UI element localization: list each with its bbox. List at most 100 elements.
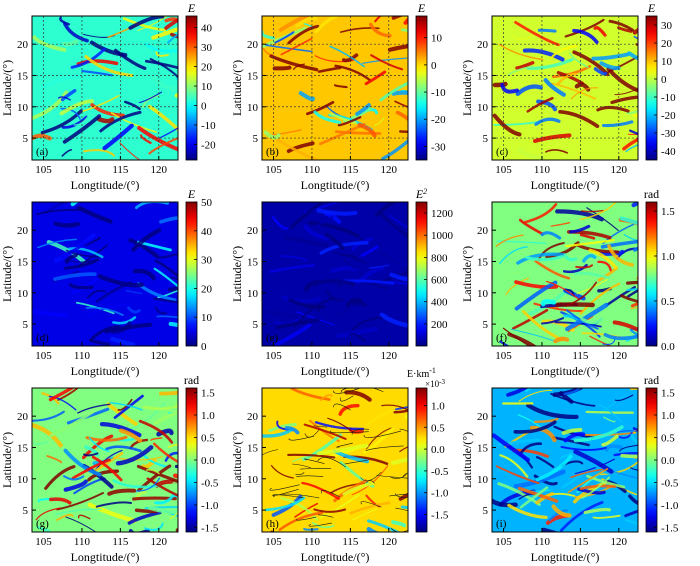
texture-streak	[535, 454, 573, 482]
texture-streak	[92, 451, 124, 474]
contour-line	[299, 468, 332, 470]
x-tick-label: 110	[534, 536, 551, 548]
y-tick-label: 15	[477, 70, 489, 82]
texture-streak	[107, 488, 137, 496]
texture-streak	[32, 90, 69, 121]
x-tick-label: 115	[342, 350, 359, 362]
colorbar-tick-label: 1.0	[201, 410, 215, 422]
texture-streak	[337, 116, 362, 127]
texture-streak	[278, 16, 312, 32]
texture-streak	[117, 398, 133, 411]
contour-line	[332, 388, 362, 394]
texture-streak	[70, 47, 106, 69]
colorbar-tick-label: -10	[661, 92, 676, 104]
x-tick-label: 120	[611, 164, 628, 176]
texture-streak	[159, 390, 178, 396]
texture-streak	[362, 426, 395, 454]
y-axis-label: Latitude/(°)	[460, 432, 474, 488]
texture-streak	[353, 265, 385, 288]
texture-streak	[77, 403, 111, 414]
texture-streak	[395, 110, 408, 122]
texture-streak	[264, 496, 306, 512]
texture-streak	[339, 27, 380, 33]
texture-streak	[102, 123, 134, 151]
texture-streak	[593, 67, 608, 76]
panel-label: (g)	[36, 518, 49, 530]
heatmap-field	[492, 202, 638, 346]
contour-line	[269, 484, 300, 491]
texture-streak	[272, 65, 292, 71]
texture-streak	[132, 268, 156, 281]
texture-streak	[624, 518, 638, 526]
texture-streak	[513, 420, 557, 434]
texture-streak	[312, 278, 356, 286]
texture-streak	[139, 134, 152, 145]
texture-streak	[330, 266, 360, 273]
texture-streak	[492, 498, 518, 508]
panel-label: (f)	[496, 332, 507, 344]
texture-streak	[599, 460, 638, 476]
colorbar-tick-label: -20	[431, 114, 446, 126]
texture-streak	[375, 202, 398, 217]
x-tick-label: 110	[74, 164, 91, 176]
panel-label: (h)	[266, 518, 279, 530]
texture-streak	[582, 253, 597, 263]
texture-streak	[262, 428, 293, 438]
texture-streak	[62, 114, 102, 144]
y-tick-label: 10	[247, 288, 259, 300]
texture-streak	[164, 17, 178, 23]
texture-streak	[329, 112, 357, 125]
texture-streak	[303, 527, 319, 531]
texture-streak	[608, 19, 635, 32]
texture-streak	[380, 252, 408, 273]
texture-streak	[357, 122, 377, 138]
texture-streak	[583, 507, 611, 515]
texture-streak	[601, 434, 619, 447]
y-tick-label: 20	[477, 225, 489, 237]
contour-line	[296, 516, 317, 521]
plot-frame	[491, 387, 639, 533]
texture-streak	[534, 117, 561, 126]
x-tick-label: 105	[35, 536, 52, 548]
texture-streak	[556, 72, 578, 86]
contour-line	[390, 474, 407, 479]
texture-streak	[592, 514, 621, 519]
y-tick-label: 20	[477, 39, 489, 51]
texture-streak	[338, 403, 360, 416]
texture-streak	[94, 449, 123, 472]
texture-streak	[585, 410, 634, 414]
texture-streak	[335, 326, 379, 339]
texture-streak	[515, 84, 543, 96]
texture-streak	[597, 260, 612, 272]
texture-streak	[290, 388, 331, 401]
texture-streak	[540, 317, 565, 325]
texture-streak	[507, 65, 533, 76]
texture-streak	[352, 316, 384, 330]
colorbar-title: E	[187, 1, 196, 15]
y-tick-label: 15	[17, 256, 29, 268]
colorbar	[185, 15, 198, 161]
texture-streak	[355, 103, 371, 116]
texture-streak	[365, 409, 393, 427]
texture-streak	[302, 433, 343, 462]
contour-line	[333, 403, 351, 411]
texture-streak	[579, 484, 617, 491]
texture-streak	[167, 411, 178, 414]
texture-streak	[617, 26, 633, 33]
texture-streak	[629, 388, 638, 391]
texture-streak	[379, 81, 408, 102]
texture-streak	[313, 110, 342, 124]
texture-streak	[118, 428, 143, 443]
texture-streak	[280, 496, 319, 521]
texture-streak	[630, 306, 638, 310]
texture-streak	[541, 527, 559, 532]
colorbar-tick-label: 0	[201, 341, 207, 353]
colorbar-tick-label: 200	[431, 319, 448, 331]
texture-streak	[113, 48, 147, 70]
x-axis-label: Longtitude/(°)	[301, 364, 370, 378]
texture-streak	[620, 294, 638, 303]
panel-h: 105 110 115 120 5 10 15 20 Longtitude/(°) Latitud…	[230, 366, 449, 564]
texture-streak	[265, 44, 313, 53]
texture-streak	[287, 453, 336, 459]
x-axis-label: Longtitude/(°)	[301, 178, 370, 192]
